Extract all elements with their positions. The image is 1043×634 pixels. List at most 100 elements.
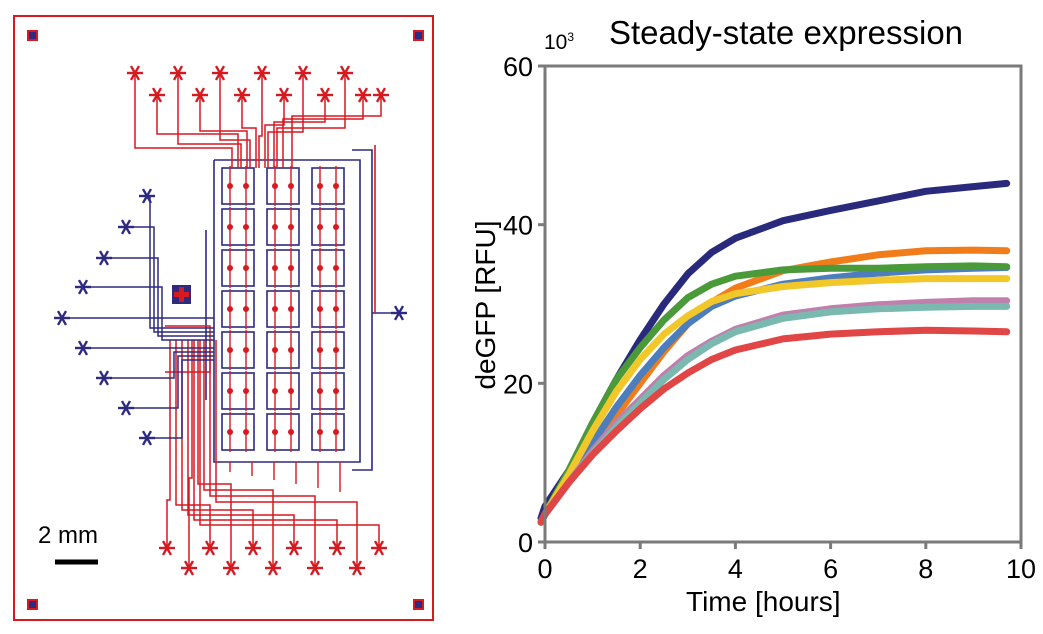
port-asterisk xyxy=(307,560,323,576)
unit-cell xyxy=(311,167,345,205)
x-tick-label: 4 xyxy=(728,554,743,584)
valve-dot xyxy=(243,347,249,353)
control-channel xyxy=(104,351,214,379)
port-asterisk xyxy=(265,560,281,576)
port-asterisk xyxy=(170,65,186,81)
valve-dot xyxy=(333,306,339,312)
series-line-5 xyxy=(537,275,1011,526)
unit-cell xyxy=(266,413,300,451)
valve-dot xyxy=(272,306,278,312)
plot-frame xyxy=(543,64,1023,544)
unit-cell xyxy=(311,208,345,246)
valve-dot xyxy=(317,347,323,353)
chip-channel-network xyxy=(62,73,398,568)
valve-dot xyxy=(317,388,323,394)
outlet-channel xyxy=(166,340,171,548)
valve-dot xyxy=(272,224,278,230)
inlet-channel xyxy=(134,73,233,168)
chart-title: Steady-state expression xyxy=(609,14,964,51)
outlet-channel xyxy=(209,340,316,568)
valve-dot xyxy=(317,265,323,271)
valve-dot xyxy=(227,265,233,271)
valve-dot xyxy=(272,183,278,189)
unit-cell xyxy=(311,290,345,328)
port-asterisk xyxy=(371,540,387,556)
inlet-channel xyxy=(258,73,263,168)
valve-dot xyxy=(288,306,294,312)
series-line-8 xyxy=(537,326,1011,526)
scale-bar-label: 2 mm xyxy=(38,522,98,549)
x-tick-label: 0 xyxy=(537,554,552,584)
center-manifold xyxy=(165,325,211,373)
port-asterisk xyxy=(349,560,365,576)
port-asterisk xyxy=(329,540,345,556)
y-axis-label: deGFP [RFU] xyxy=(470,220,501,390)
unit-cell xyxy=(221,290,255,328)
port-asterisk xyxy=(96,250,112,266)
outlet-channel xyxy=(193,340,338,548)
unit-cell xyxy=(311,372,345,410)
valve-dot xyxy=(288,224,294,230)
x-tick-label: 2 xyxy=(633,554,648,584)
port-asterisk xyxy=(223,560,239,576)
unit-cell xyxy=(266,208,300,246)
valve-dot xyxy=(243,388,249,394)
valve-dot xyxy=(317,429,323,435)
port-asterisk xyxy=(127,65,143,81)
x-tick-label: 8 xyxy=(918,554,933,584)
control-channel xyxy=(104,257,214,337)
valve-dot xyxy=(243,429,249,435)
valve-dot xyxy=(317,183,323,189)
unit-cell xyxy=(266,290,300,328)
valve-dot xyxy=(333,429,339,435)
y-multiplier-exponent: 3 xyxy=(567,30,575,44)
y-axis-multiplier: 103 xyxy=(544,30,574,55)
port-asterisk xyxy=(181,560,197,576)
port-asterisk xyxy=(337,65,353,81)
port-asterisk xyxy=(373,87,389,103)
inlet-channel xyxy=(267,73,304,168)
port-asterisk xyxy=(212,65,228,81)
valve-dot xyxy=(243,306,249,312)
port-asterisk xyxy=(355,87,371,103)
outlet-channel xyxy=(175,340,211,548)
valve-dot xyxy=(333,224,339,230)
unit-cell xyxy=(221,413,255,451)
port-asterisk xyxy=(192,87,208,103)
valve-dot xyxy=(333,388,339,394)
valve-dot xyxy=(227,388,233,394)
port-asterisk xyxy=(118,219,134,235)
valve-dot xyxy=(288,347,294,353)
inlet-channel xyxy=(273,95,326,168)
port-asterisk xyxy=(317,87,333,103)
outlet-channel xyxy=(188,340,193,568)
port-asterisk xyxy=(159,540,175,556)
outlet-channel xyxy=(187,340,295,548)
series-line-1 xyxy=(537,179,1011,522)
valve-dot xyxy=(333,347,339,353)
port-asterisk xyxy=(118,400,134,416)
chip-outline xyxy=(13,15,434,621)
valve-dot xyxy=(317,306,323,312)
unit-cell xyxy=(221,331,255,369)
port-asterisk xyxy=(286,540,302,556)
port-asterisk xyxy=(75,279,91,295)
valve-dot xyxy=(317,224,323,230)
x-tick-label: 10 xyxy=(1006,554,1036,584)
valve-dot xyxy=(272,388,278,394)
inlet-channel xyxy=(282,95,364,168)
port-asterisk xyxy=(254,65,270,81)
unit-cell xyxy=(311,413,345,451)
inlet-channel xyxy=(219,73,251,168)
outlet-channel xyxy=(199,340,380,548)
port-asterisk xyxy=(54,310,70,326)
unit-cell xyxy=(266,372,300,410)
port-asterisk xyxy=(149,87,165,103)
control-channel xyxy=(126,355,214,409)
unit-cell xyxy=(311,331,345,369)
y-tick-label: 20 xyxy=(503,369,533,399)
series-layer xyxy=(537,179,1011,526)
control-channel xyxy=(147,359,214,439)
inlet-channel xyxy=(177,73,242,168)
port-asterisk xyxy=(391,305,407,321)
